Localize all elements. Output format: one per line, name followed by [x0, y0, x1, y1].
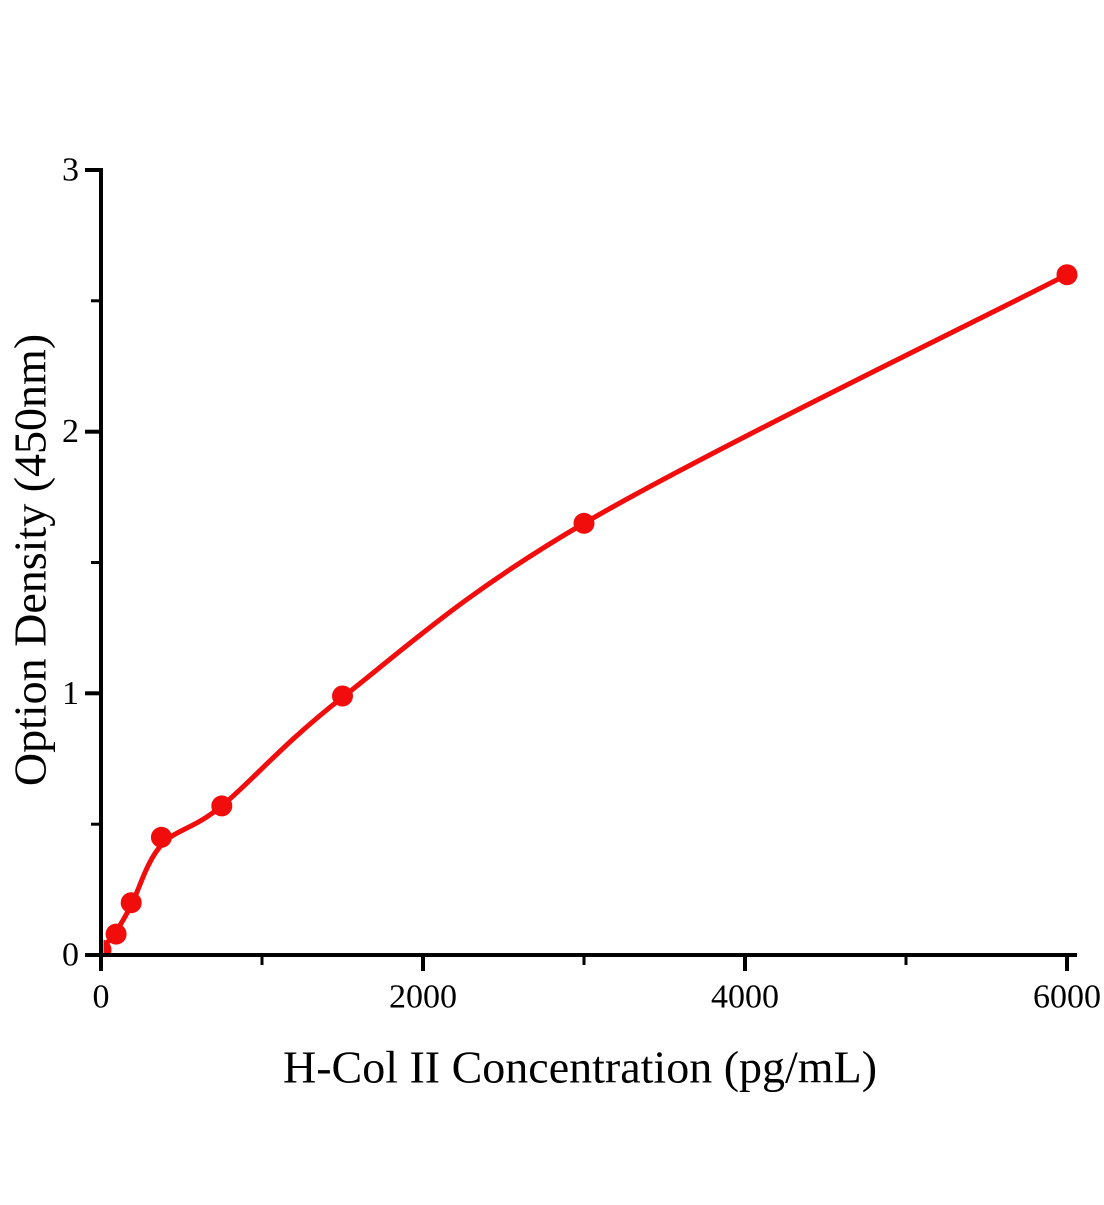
data-point	[120, 892, 142, 914]
x-tick-labels: 0 2000 4000 6000	[93, 979, 1102, 1016]
x-tick-label: 0	[93, 979, 110, 1016]
y-minor-ticks	[91, 299, 99, 826]
y-tick-label: 1	[62, 675, 79, 712]
y-tick-labels: 0 1 2 3	[62, 152, 79, 974]
y-major-ticks	[85, 168, 99, 957]
data-points	[103, 264, 1078, 953]
data-point	[1056, 264, 1078, 286]
data-layer	[103, 264, 1078, 953]
x-tick-label: 6000	[1033, 979, 1101, 1016]
data-point	[150, 826, 172, 848]
y-tick-label: 2	[62, 413, 79, 450]
x-tick-label: 2000	[389, 979, 457, 1016]
x-tick-label: 4000	[711, 979, 779, 1016]
y-tick-label: 3	[62, 152, 79, 189]
x-minor-ticks	[260, 957, 908, 965]
x-major-ticks	[99, 957, 1069, 971]
axes	[99, 168, 1077, 957]
data-point	[103, 939, 112, 953]
fit-curve	[103, 272, 1069, 951]
data-point	[211, 795, 233, 817]
y-tick-label: 0	[62, 937, 79, 974]
x-axis-title: H-Col II Concentration (pg/mL)	[283, 1042, 877, 1093]
data-point	[573, 512, 595, 534]
data-point	[332, 685, 353, 707]
data-point	[105, 923, 127, 945]
y-axis-title: Option Density (450nm)	[5, 334, 56, 786]
